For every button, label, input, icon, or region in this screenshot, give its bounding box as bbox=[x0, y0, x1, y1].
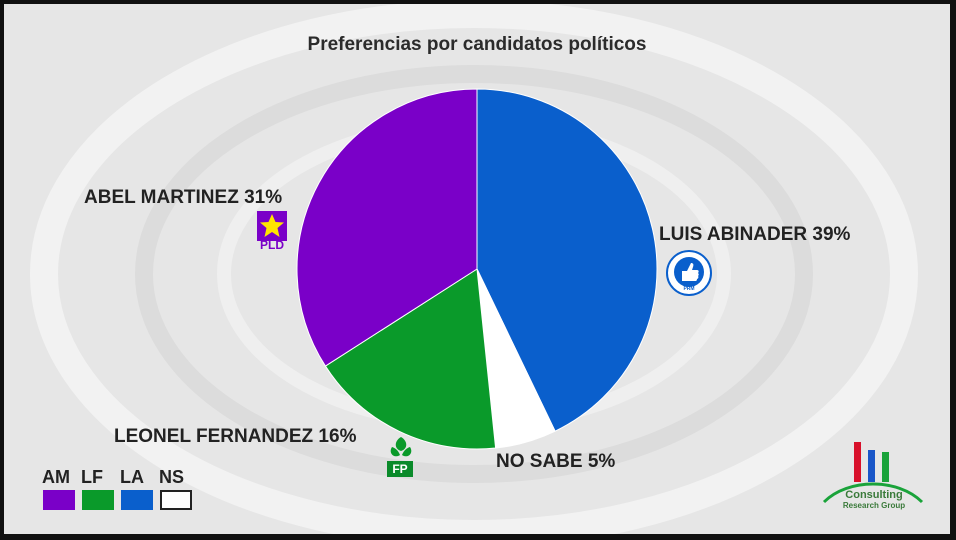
legend-label-lf: LF bbox=[81, 467, 103, 487]
legend-label-la: LA bbox=[120, 467, 144, 487]
chart-canvas: Preferencias por candidatos políticos LU… bbox=[4, 4, 950, 534]
star-icon bbox=[257, 211, 287, 241]
legend-swatch-lf bbox=[82, 490, 114, 510]
pie-chart bbox=[296, 88, 658, 450]
consulting-logo bbox=[822, 442, 924, 504]
prm-logo-text: PRM bbox=[683, 286, 695, 292]
slice-label-la: LUIS ABINADER 39% bbox=[659, 224, 851, 245]
fp-logo: FP bbox=[386, 435, 416, 477]
chart-title: Preferencias por candidatos políticos bbox=[307, 34, 647, 55]
slice-label-lf: LEONEL FERNANDEZ 16% bbox=[114, 426, 357, 447]
consulting-logo-subtitle: Research Group bbox=[842, 501, 906, 510]
thumbs-up-icon bbox=[666, 250, 712, 296]
prm-logo: PRM bbox=[666, 250, 712, 296]
pie-slice-am bbox=[296, 88, 478, 367]
pld-logo: PLD bbox=[257, 211, 287, 253]
legend-swatch-ns bbox=[160, 490, 192, 510]
leaf-icon bbox=[390, 437, 412, 457]
legend-label-am: AM bbox=[42, 467, 70, 487]
pld-logo-text: PLD bbox=[260, 238, 284, 252]
legend-label-ns: NS bbox=[159, 467, 185, 487]
fp-logo-text: FP bbox=[387, 461, 413, 477]
slice-label-ns: NO SABE 5% bbox=[496, 451, 616, 472]
consulting-logo-name: Consulting bbox=[845, 489, 903, 501]
slice-label-am: ABEL MARTINEZ 31% bbox=[84, 187, 283, 208]
legend-swatch-la bbox=[121, 490, 153, 510]
pie-slice-lf bbox=[324, 268, 497, 450]
pie-slice-la bbox=[476, 88, 658, 432]
legend-swatch-am bbox=[43, 490, 75, 510]
